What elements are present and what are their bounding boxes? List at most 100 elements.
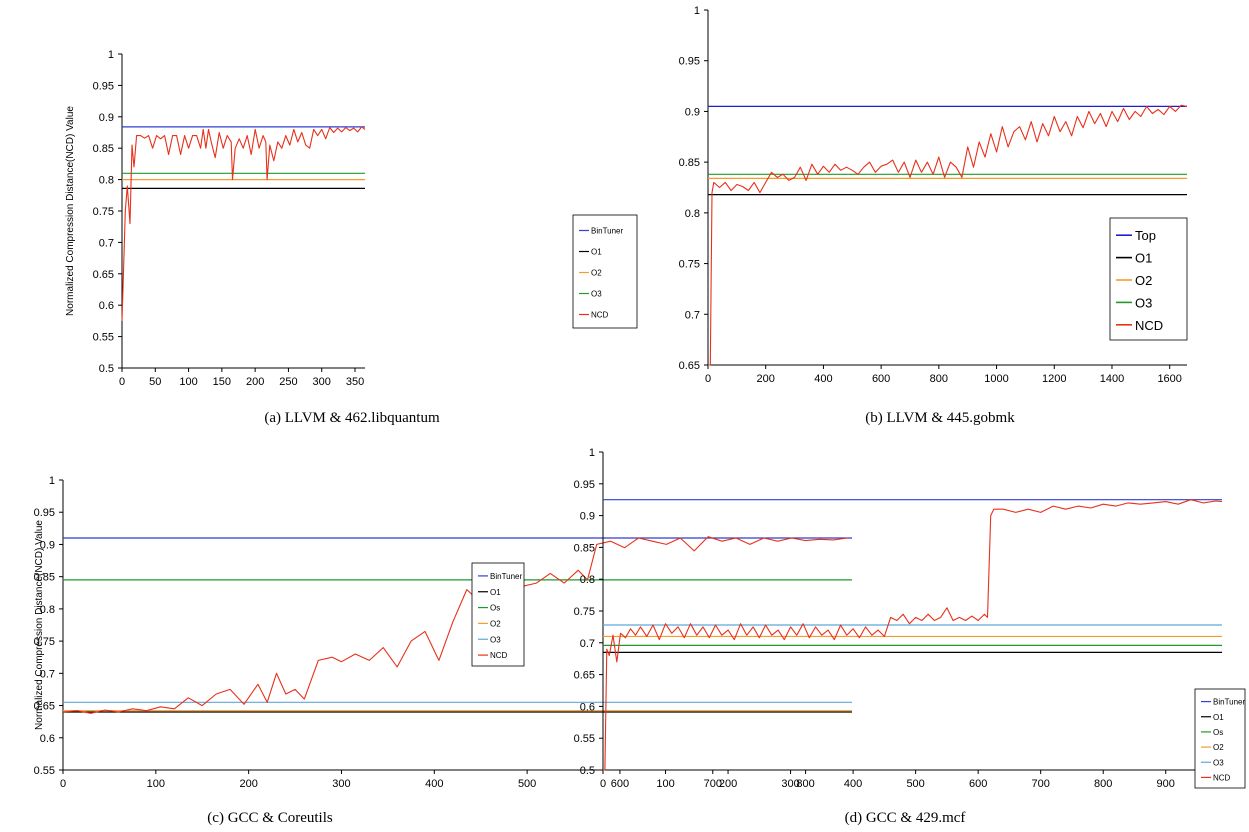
x-tick-label: 400 [425, 778, 443, 790]
legend-label-top: Top [1135, 228, 1156, 243]
y-tick-label: 1 [49, 475, 55, 487]
legend-label-o3: O3 [1213, 758, 1224, 767]
x-tick-label: 600 [872, 373, 890, 385]
y-tick-label: 0.95 [679, 56, 700, 68]
y-tick-label: 0.6 [99, 300, 114, 312]
x-tick-label: 1200 [1042, 373, 1066, 385]
legend-label-o2: O2 [490, 619, 501, 628]
y-tick-label: 0.95 [93, 80, 114, 92]
y-tick-label: 0.7 [685, 309, 700, 321]
y-tick-label: 0.85 [574, 542, 595, 554]
y-tick-label: 0.8 [580, 574, 595, 586]
y-tick-label: 0.65 [34, 701, 55, 713]
y-tick-label: 0.5 [99, 363, 114, 375]
legend-label-o2: O2 [591, 269, 602, 278]
legend-label-o1: O1 [591, 248, 602, 257]
legend-box [1109, 217, 1188, 341]
chart-caption: (b) LLVM & 445.gobmk [865, 410, 1015, 426]
series-ncd-line [708, 104, 1188, 366]
legend-label-o2: O2 [1213, 743, 1224, 752]
y-axis-label: Normalized Compression Distance(NCD) Val… [34, 520, 45, 730]
chart-b: 0.65 0.7 0.75 0.8 0.85 0.9 0.95 1 0 200 400 600 800 1… [679, 5, 1188, 426]
x-tick-label: 100 [147, 778, 165, 790]
legend: BinTuner O1 Os O2 O3 NCD [471, 562, 525, 667]
legend: BinTuner O1 Os O2 O3 NCD [1194, 688, 1246, 789]
chart-d: 0.5 0.55 0.6 0.65 0.7 0.75 0.8 0.85 0.9 0.95 1 0 100… [574, 447, 1246, 826]
x-tick-label: 600 [611, 778, 629, 790]
y-tick-label: 0.95 [574, 479, 595, 491]
x-tick-label: 400 [844, 778, 862, 790]
legend-label-bintuner: BinTuner [1213, 698, 1246, 707]
legend-label-ncd: NCD [490, 651, 508, 660]
legend-label-o1: O1 [490, 588, 501, 597]
chart-caption: (c) GCC & Coreutils [207, 810, 333, 826]
y-tick-label: 0.7 [40, 668, 55, 680]
legend-label-o3: O3 [490, 635, 501, 644]
y-tick-label: 0.65 [93, 269, 114, 281]
legend-label-o3: O3 [1135, 295, 1152, 310]
y-tick-label: 0.9 [685, 106, 700, 118]
y-tick-label: 0.6 [580, 701, 595, 713]
y-tick-label: 0.8 [99, 175, 114, 187]
y-tick-label: 0.75 [93, 206, 114, 218]
y-tick-label: 0.6 [40, 733, 55, 745]
y-tick-label: 0.65 [574, 670, 595, 682]
y-tick-label: 0.7 [580, 638, 595, 650]
x-tick-label: 200 [246, 376, 264, 388]
y-tick-label: 0.95 [34, 507, 55, 519]
series-ncd-line [121, 126, 366, 321]
legend-box [572, 214, 638, 329]
x-tick-label: 150 [213, 376, 231, 388]
legend-label-o3: O3 [591, 290, 602, 299]
legend: Top O1 O2 O3 NCD [1109, 217, 1188, 341]
x-tick-label: 800 [1094, 778, 1112, 790]
legend-box [471, 562, 525, 667]
legend-label-bintuner: BinTuner [490, 572, 523, 581]
x-tick-label: 600 [969, 778, 987, 790]
x-tick-label: 1400 [1100, 373, 1124, 385]
y-tick-label: 0.8 [685, 208, 700, 220]
y-tick-label: 0.85 [93, 143, 114, 155]
x-tick-label: 800 [796, 778, 814, 790]
legend-label-o1: O1 [1135, 251, 1152, 266]
legend-label-os: Os [490, 604, 500, 613]
x-tick-label: 500 [518, 778, 536, 790]
x-tick-label: 0 [119, 376, 125, 388]
y-tick-label: 0.75 [679, 259, 700, 271]
x-tick-label: 100 [179, 376, 197, 388]
x-tick-label: 400 [814, 373, 832, 385]
x-tick-label: 100 [656, 778, 674, 790]
x-tick-label: 0 [60, 778, 66, 790]
y-tick-label: 0.9 [99, 112, 114, 124]
y-tick-label: 0.65 [679, 360, 700, 372]
x-tick-label: 200 [239, 778, 257, 790]
x-tick-label: 50 [149, 376, 161, 388]
y-tick-label: 0.9 [40, 539, 55, 551]
chart-a: 0.5 0.55 0.6 0.65 0.7 0.75 0.8 0.85 0.9 0.95 1 0 50 1… [65, 49, 638, 426]
x-tick-label: 500 [906, 778, 924, 790]
x-tick-label: 0 [600, 778, 606, 790]
x-tick-label: 1000 [984, 373, 1008, 385]
x-tick-label: 300 [332, 778, 350, 790]
legend-label-o1: O1 [1213, 713, 1224, 722]
y-tick-label: 0.75 [34, 636, 55, 648]
x-tick-label: 200 [719, 778, 737, 790]
x-tick-label: 900 [1157, 778, 1175, 790]
y-tick-label: 0.9 [580, 511, 595, 523]
y-tick-label: 1 [694, 5, 700, 17]
x-tick-label: 0 [705, 373, 711, 385]
series-ncd-line [62, 536, 848, 714]
y-tick-label: 0.55 [574, 733, 595, 745]
legend-label-bintuner: BinTuner [591, 227, 624, 236]
y-tick-label: 0.55 [34, 765, 55, 777]
x-tick-label: 700 [704, 778, 722, 790]
legend-label-ncd: NCD [1135, 318, 1163, 333]
legend-label-ncd: NCD [591, 311, 609, 320]
x-tick-label: 300 [781, 778, 799, 790]
y-tick-label: 1 [108, 49, 114, 61]
series-ncd-line [603, 499, 1223, 771]
chart-c: 0.55 0.6 0.65 0.7 0.75 0.8 0.85 0.9 0.95 1 0 100 200… [34, 475, 852, 826]
y-tick-label: 0.7 [99, 237, 114, 249]
legend-label-o2: O2 [1135, 273, 1152, 288]
